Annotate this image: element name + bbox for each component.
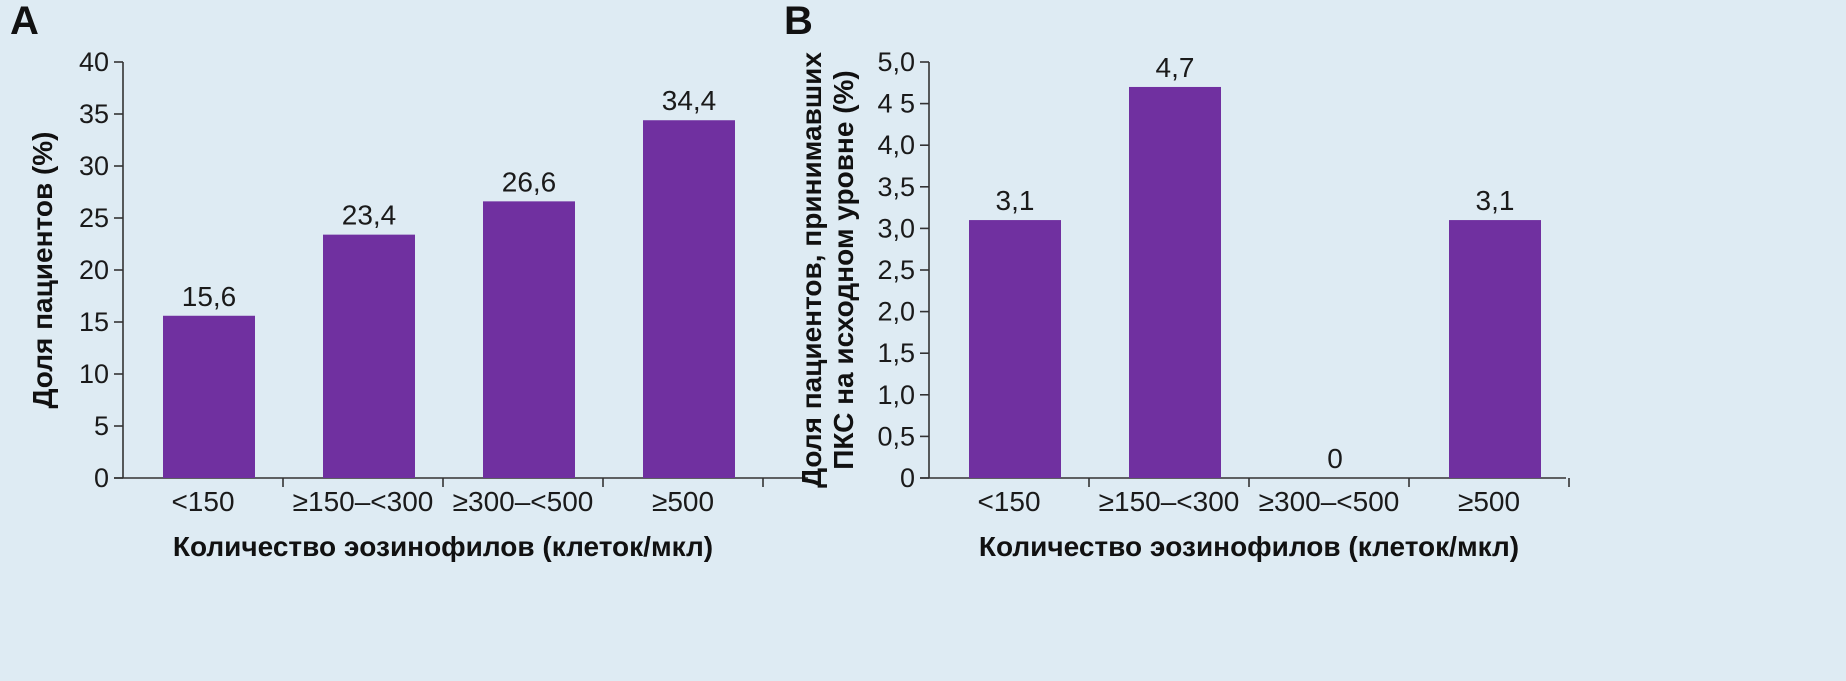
bar	[323, 234, 415, 478]
x-axis-title: Количество эозинофилов (клеток/мкл)	[979, 531, 1519, 562]
x-category-label: ≥500	[652, 486, 714, 517]
bar	[483, 201, 575, 479]
bar	[1129, 86, 1221, 479]
y-tick-label: 30	[79, 151, 109, 181]
chart-panel-b: B 0 0,5 1,0 1,5 2,0 2,5 3,0 3,5 4,0 4 5 5,0 3,1 <150 4…	[784, 0, 1570, 562]
bar	[163, 315, 255, 478]
bar-value-label: 23,4	[342, 200, 397, 231]
panel-letter-b: B	[784, 0, 813, 43]
y-tick-label: 5	[94, 411, 109, 441]
y-tick-label: 0,5	[877, 421, 915, 451]
y-tick-label: 2,0	[877, 297, 915, 327]
y-tick-label: 4,0	[877, 130, 915, 160]
bar	[643, 120, 735, 479]
y-tick-label: 3,0	[877, 213, 915, 243]
y-tick-label: 4 5	[877, 89, 915, 119]
y-tick-label: 10	[79, 359, 109, 389]
bar-value-label: 3,1	[996, 185, 1035, 216]
y-tick-label: 1,0	[877, 380, 915, 410]
y-axis-title: Доля пациентов (%)	[27, 132, 58, 409]
x-category-label: ≥300–<500	[1259, 486, 1400, 517]
bar-value-label: 26,6	[502, 166, 557, 197]
bar-value-label: 0	[1327, 443, 1343, 474]
bar-value-label: 34,4	[662, 85, 717, 116]
chart-panel-a: A 0 5 10 15 20 25 30 35 40 15,6 <150 23,4 ≥150–<300 26…	[10, 0, 808, 562]
y-tick-label: 1,5	[877, 338, 915, 368]
x-axis-title: Количество эозинофилов (клеток/мкл)	[173, 531, 713, 562]
y-tick-label: 2,5	[877, 255, 915, 285]
x-category-label: <150	[171, 486, 234, 517]
panel-letter-a: A	[10, 0, 39, 43]
y-tick-label: 0	[94, 463, 109, 493]
y-tick-label: 40	[79, 47, 109, 77]
x-category-label: ≥150–<300	[1099, 486, 1240, 517]
bar	[969, 220, 1061, 478]
x-category-label: ≥150–<300	[293, 486, 434, 517]
y-tick-label: 25	[79, 203, 109, 233]
y-tick-label: 3,5	[877, 172, 915, 202]
x-category-label: <150	[977, 486, 1040, 517]
y-tick-label: 15	[79, 307, 109, 337]
y-axis-title: Доля пациентов, принимавших	[796, 52, 827, 488]
y-tick-label: 35	[79, 99, 109, 129]
bar-value-label: 3,1	[1476, 185, 1515, 216]
y-tick-label: 5,0	[877, 47, 915, 77]
bar-value-label: 15,6	[182, 281, 237, 312]
y-axis-title: ПКС на исходном уровне (%)	[828, 70, 859, 469]
x-category-label: ≥300–<500	[453, 486, 594, 517]
y-tick-label: 0	[900, 463, 915, 493]
x-category-label: ≥500	[1458, 486, 1520, 517]
bar-value-label: 4,7	[1156, 52, 1195, 83]
bar	[1449, 220, 1541, 478]
y-tick-label: 20	[79, 255, 109, 285]
